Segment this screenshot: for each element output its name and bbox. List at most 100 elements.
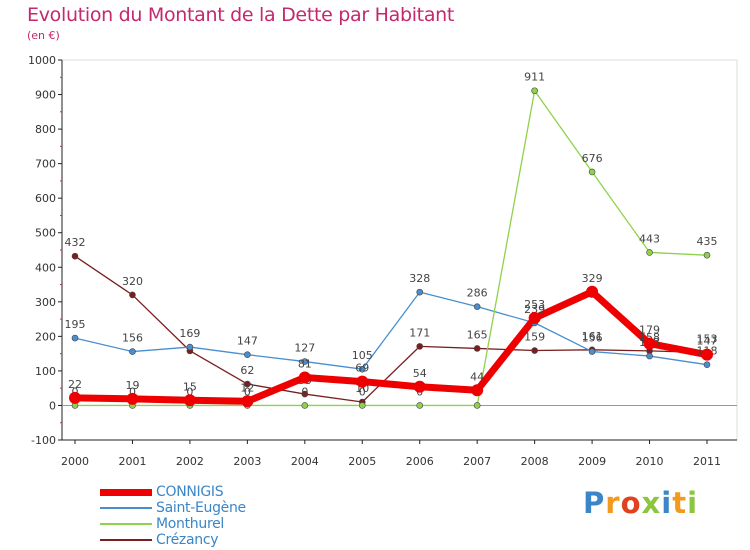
- x-tick-label: 2001: [118, 455, 146, 468]
- data-label-connigis: 69: [355, 362, 369, 375]
- data-point-saint-eugene: [473, 303, 481, 310]
- data-label-saint-eugene: 169: [179, 327, 200, 340]
- data-point-connigis: [413, 380, 426, 393]
- data-point-saint-eugene: [703, 361, 711, 368]
- data-point-connigis: [69, 391, 81, 404]
- data-label-saint-eugene: 156: [122, 332, 143, 345]
- y-tick-label: 500: [35, 227, 56, 240]
- data-label-connigis: 22: [68, 378, 82, 391]
- legend-swatch-monthurel: [100, 523, 152, 525]
- y-tick-label: 0: [49, 399, 56, 412]
- data-point-connigis: [298, 371, 311, 384]
- y-tick-label: 400: [35, 261, 56, 274]
- data-label-connigis: 19: [125, 379, 139, 392]
- data-point-crezancy: [71, 252, 79, 260]
- data-label-saint-eugene: 147: [237, 335, 258, 348]
- data-point-monthurel: [646, 249, 653, 256]
- legend-label-saint-eugene: Saint-Eugène: [156, 500, 246, 516]
- logo-letter: x: [641, 486, 662, 520]
- logo-letter: t: [672, 486, 688, 520]
- data-point-connigis: [183, 394, 196, 407]
- legend-swatch-crezancy: [100, 539, 152, 541]
- data-label-saint-eugene: 286: [467, 287, 488, 300]
- data-label-crezancy: 165: [467, 328, 488, 341]
- data-label-crezancy: 158: [639, 331, 660, 344]
- data-point-crezancy: [129, 291, 136, 299]
- legend-swatch-connigis: [100, 488, 152, 496]
- x-tick-label: 2005: [348, 455, 376, 468]
- data-label-monthurel: 0: [186, 385, 193, 398]
- data-label-crezancy: 171: [409, 326, 430, 339]
- data-point-connigis: [356, 375, 369, 388]
- y-tick-label: 100: [35, 365, 56, 378]
- logo-letter: r: [605, 486, 621, 520]
- data-label-crezancy: 159: [524, 331, 545, 344]
- data-point-monthurel: [473, 402, 481, 409]
- data-label-connigis: 54: [413, 367, 427, 380]
- chart-unit-label: (en €): [27, 29, 60, 42]
- x-tick-label: 2007: [463, 455, 491, 468]
- data-label-crezancy: 161: [582, 330, 603, 343]
- data-point-connigis: [471, 384, 484, 397]
- data-point-saint-eugene: [301, 358, 309, 365]
- legend-label-monthurel: Monthurel: [156, 516, 225, 532]
- data-label-connigis: 15: [183, 380, 197, 393]
- data-label-monthurel: 443: [639, 232, 660, 245]
- data-label-crezancy: 153: [697, 333, 718, 346]
- data-point-saint-eugene: [358, 365, 366, 373]
- data-point-saint-eugene: [646, 352, 653, 360]
- data-label-saint-eugene: 328: [409, 272, 430, 285]
- data-label-connigis: 179: [639, 324, 660, 337]
- data-point-crezancy: [301, 390, 309, 398]
- data-point-crezancy: [244, 380, 251, 388]
- data-label-monthurel: 435: [697, 235, 718, 248]
- data-label-monthurel: 0: [301, 385, 308, 398]
- y-tick-label: 200: [35, 330, 56, 343]
- data-point-connigis: [528, 312, 541, 325]
- chart-title: Evolution du Montant de la Dette par Hab…: [27, 4, 455, 26]
- legend-item-connigis: CONNIGIS: [100, 484, 246, 500]
- data-label-connigis: 81: [298, 357, 312, 370]
- legend-label-crezancy: Crézancy: [156, 532, 219, 548]
- x-tick-label: 2008: [521, 455, 549, 468]
- logo-letter: i: [661, 486, 673, 520]
- data-point-saint-eugene: [588, 348, 596, 355]
- data-point-monthurel: [588, 168, 596, 176]
- data-label-monthurel: 0: [359, 385, 366, 398]
- y-tick-label: -100: [31, 434, 56, 447]
- data-label-saint-eugene: 239: [524, 303, 545, 316]
- data-label-monthurel: 0: [129, 385, 136, 398]
- data-point-saint-eugene: [186, 343, 194, 351]
- legend-item-saint-eugene: Saint-Eugène: [100, 500, 246, 516]
- logo-letter: o: [620, 486, 642, 520]
- x-tick-label: 2010: [636, 455, 664, 468]
- data-point-connigis: [701, 348, 713, 361]
- data-label-saint-eugene: 195: [65, 318, 86, 331]
- x-tick-label: 2009: [578, 455, 606, 468]
- data-point-connigis: [126, 392, 139, 405]
- legend-item-monthurel: Monthurel: [100, 516, 246, 532]
- data-label-saint-eugene: 105: [352, 349, 373, 362]
- data-label-connigis: 44: [470, 370, 484, 383]
- series-line-monthurel: [74, 90, 708, 407]
- data-point-crezancy: [416, 343, 424, 350]
- data-point-crezancy: [473, 345, 481, 352]
- legend-label-connigis: CONNIGIS: [156, 484, 224, 500]
- y-tick-label: 700: [35, 158, 56, 171]
- line-chart: -100010020030040050060070080090010002000…: [28, 54, 738, 468]
- y-tick-label: 900: [35, 89, 56, 102]
- data-label-connigis: 12: [240, 381, 254, 394]
- data-point-monthurel: [301, 402, 309, 409]
- series-line-connigis: [71, 288, 711, 405]
- series-line-saint-eugene: [74, 291, 708, 370]
- x-tick-label: 2011: [693, 455, 721, 468]
- chart-legend: CONNIGIS Saint-Eugène Monthurel Crézancy: [100, 484, 246, 548]
- logo-letter: i: [687, 486, 699, 520]
- data-label-monthurel: 911: [524, 71, 545, 84]
- data-point-saint-eugene: [71, 334, 79, 342]
- y-tick-label: 300: [35, 296, 56, 309]
- x-tick-label: 2004: [291, 455, 319, 468]
- data-point-monthurel: [358, 402, 366, 409]
- x-tick-label: 2006: [406, 455, 434, 468]
